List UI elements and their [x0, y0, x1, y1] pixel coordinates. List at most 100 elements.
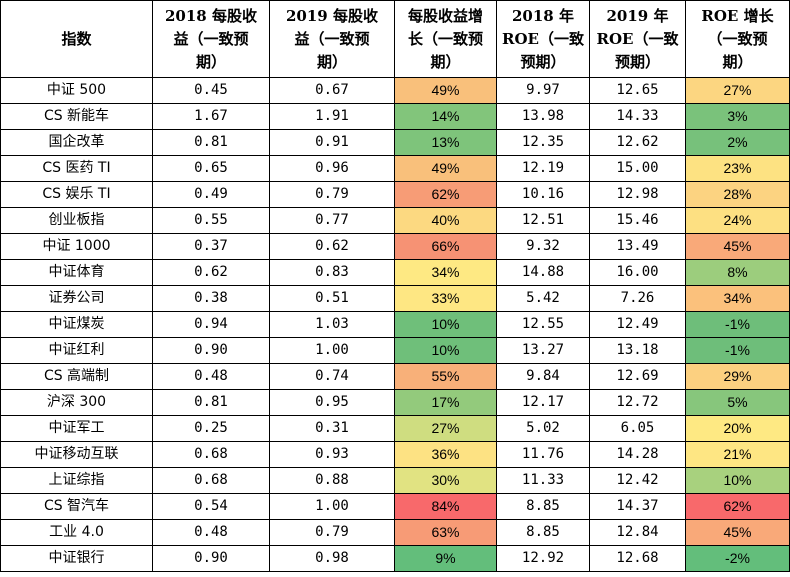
- eps-growth-cell: 40%: [394, 207, 497, 234]
- roe-2018-cell: 11.33: [496, 467, 590, 494]
- roe-growth-cell: 23%: [685, 155, 790, 182]
- roe-2019-cell: 12.68: [589, 545, 686, 572]
- eps-2019-cell: 0.83: [269, 259, 395, 286]
- roe-2018-cell: 12.55: [496, 311, 590, 338]
- eps-2018-cell: 0.54: [152, 493, 270, 520]
- header-line: 2018 年: [512, 6, 574, 25]
- roe-2019-cell: 13.18: [589, 337, 686, 364]
- table-row: 工业 4.0 0.48 0.79 63% 8.85 12.84 45%: [0, 519, 790, 546]
- roe-2018-cell: 8.85: [496, 493, 590, 520]
- eps-2019-cell: 0.79: [269, 181, 395, 208]
- roe-2019-cell: 16.00: [589, 259, 686, 286]
- roe-2019-cell: 15.00: [589, 155, 686, 182]
- table-row: 中证 1000 0.37 0.62 66% 9.32 13.49 45%: [0, 233, 790, 260]
- roe-2019-cell: 12.69: [589, 363, 686, 390]
- roe-2019-cell: 14.28: [589, 441, 686, 468]
- eps-2019-cell: 0.79: [269, 519, 395, 546]
- table-row: 证券公司 0.38 0.51 33% 5.42 7.26 34%: [0, 285, 790, 312]
- eps-growth-cell: 66%: [394, 233, 497, 260]
- index-name-cell: 上证综指: [0, 467, 153, 494]
- table-row: 中证军工 0.25 0.31 27% 5.02 6.05 20%: [0, 415, 790, 442]
- table-row: 中证体育 0.62 0.83 34% 14.88 16.00 8%: [0, 259, 790, 286]
- roe-growth-cell: 45%: [685, 233, 790, 260]
- header-line: 预期）: [614, 52, 660, 71]
- roe-2019-cell: 12.98: [589, 181, 686, 208]
- eps-growth-cell: 17%: [394, 389, 497, 416]
- index-name-cell: 中证银行: [0, 545, 153, 572]
- roe-2018-cell: 5.42: [496, 285, 590, 312]
- table-row: 中证移动互联 0.68 0.93 36% 11.76 14.28 21%: [0, 441, 790, 468]
- index-name-cell: 国企改革: [0, 129, 153, 156]
- roe-growth-cell: 20%: [685, 415, 790, 442]
- eps-growth-cell: 14%: [394, 103, 497, 130]
- roe-2019-cell: 12.65: [589, 77, 686, 104]
- eps-growth-cell: 10%: [394, 311, 497, 338]
- header-eps-2018: 2018 每股收 益（一致预 期）: [152, 0, 270, 78]
- eps-2018-cell: 0.68: [152, 441, 270, 468]
- index-name-cell: 中证体育: [0, 259, 153, 286]
- eps-2019-cell: 0.88: [269, 467, 395, 494]
- roe-growth-cell: 62%: [685, 493, 790, 520]
- eps-growth-cell: 34%: [394, 259, 497, 286]
- roe-2018-cell: 8.85: [496, 519, 590, 546]
- table-row: 上证综指 0.68 0.88 30% 11.33 12.42 10%: [0, 467, 790, 494]
- header-line: 指数: [61, 29, 92, 48]
- roe-2019-cell: 12.62: [589, 129, 686, 156]
- table-row: 国企改革 0.81 0.91 13% 12.35 12.62 2%: [0, 129, 790, 156]
- eps-2018-cell: 0.48: [152, 519, 270, 546]
- roe-2018-cell: 11.76: [496, 441, 590, 468]
- eps-2018-cell: 0.81: [152, 129, 270, 156]
- eps-2018-cell: 0.49: [152, 181, 270, 208]
- eps-2019-cell: 0.51: [269, 285, 395, 312]
- table-row: CS 娱乐 TI 0.49 0.79 62% 10.16 12.98 28%: [0, 181, 790, 208]
- header-line: 期）: [722, 52, 753, 71]
- index-name-cell: 沪深 300: [0, 389, 153, 416]
- table-row: CS 医药 TI 0.65 0.96 49% 12.19 15.00 23%: [0, 155, 790, 182]
- roe-growth-cell: 10%: [685, 467, 790, 494]
- roe-2019-cell: 12.49: [589, 311, 686, 338]
- header-row: 指数 2018 每股收 益（一致预 期） 2019 每股收 益（一致预 期） 每股收益增 长（一…: [0, 0, 790, 78]
- roe-2019-cell: 14.33: [589, 103, 686, 130]
- header-line: ROE 增长: [701, 6, 774, 25]
- header-roe-2018: 2018 年 ROE（一致 预期）: [496, 0, 590, 78]
- roe-growth-cell: 34%: [685, 285, 790, 312]
- roe-2019-cell: 15.46: [589, 207, 686, 234]
- eps-2019-cell: 0.74: [269, 363, 395, 390]
- roe-growth-cell: 45%: [685, 519, 790, 546]
- header-line: 期）: [316, 52, 347, 71]
- eps-2018-cell: 0.45: [152, 77, 270, 104]
- roe-2018-cell: 14.88: [496, 259, 590, 286]
- header-line: （一致预: [707, 29, 768, 48]
- roe-2018-cell: 12.19: [496, 155, 590, 182]
- index-name-cell: 中证煤炭: [0, 311, 153, 338]
- eps-2018-cell: 0.81: [152, 389, 270, 416]
- roe-2018-cell: 13.98: [496, 103, 590, 130]
- table-row: 创业板指 0.55 0.77 40% 12.51 15.46 24%: [0, 207, 790, 234]
- eps-growth-cell: 10%: [394, 337, 497, 364]
- eps-growth-cell: 49%: [394, 155, 497, 182]
- eps-2018-cell: 0.48: [152, 363, 270, 390]
- roe-growth-cell: 28%: [685, 181, 790, 208]
- header-eps-growth: 每股收益增 长（一致预 期）: [394, 0, 497, 78]
- eps-growth-cell: 55%: [394, 363, 497, 390]
- header-line: 预期）: [520, 52, 566, 71]
- table-row: 沪深 300 0.81 0.95 17% 12.17 12.72 5%: [0, 389, 790, 416]
- eps-growth-cell: 9%: [394, 545, 497, 572]
- roe-2018-cell: 5.02: [496, 415, 590, 442]
- eps-2019-cell: 1.00: [269, 493, 395, 520]
- roe-2018-cell: 12.17: [496, 389, 590, 416]
- eps-growth-cell: 62%: [394, 181, 497, 208]
- roe-growth-cell: -1%: [685, 337, 790, 364]
- eps-2019-cell: 1.00: [269, 337, 395, 364]
- header-line: 益（一致预: [173, 29, 249, 48]
- index-name-cell: 中证 1000: [0, 233, 153, 260]
- eps-2018-cell: 0.38: [152, 285, 270, 312]
- eps-2018-cell: 0.94: [152, 311, 270, 338]
- eps-growth-cell: 36%: [394, 441, 497, 468]
- eps-2019-cell: 0.62: [269, 233, 395, 260]
- index-name-cell: CS 智汽车: [0, 493, 153, 520]
- roe-growth-cell: 27%: [685, 77, 790, 104]
- eps-2018-cell: 0.68: [152, 467, 270, 494]
- roe-2018-cell: 10.16: [496, 181, 590, 208]
